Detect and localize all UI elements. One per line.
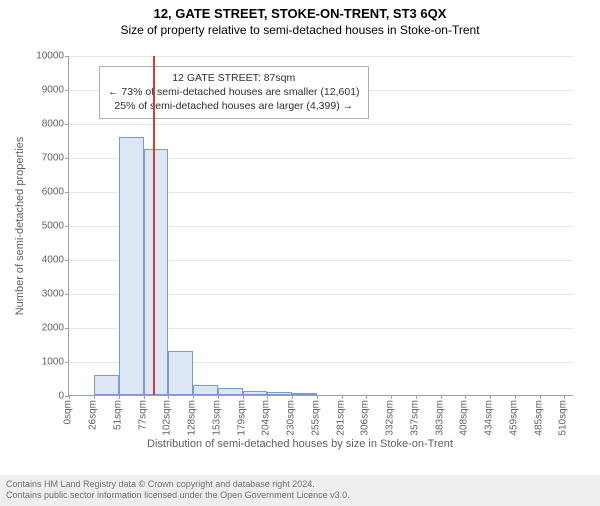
x-tick-label: 459sqm <box>508 400 519 436</box>
x-tick-mark <box>416 395 417 399</box>
y-tick-mark <box>65 362 69 363</box>
x-tick-mark <box>441 395 442 399</box>
x-tick-mark <box>564 395 565 399</box>
x-tick-mark <box>218 395 219 399</box>
annotation-line-1: 12 GATE STREET: 87sqm <box>108 71 360 85</box>
x-tick-mark <box>366 395 367 399</box>
reference-line <box>153 56 155 395</box>
x-tick-label: 434sqm <box>484 400 495 436</box>
y-tick-label: 2000 <box>24 323 64 334</box>
x-tick-label: 510sqm <box>558 400 569 436</box>
y-tick-label: 8000 <box>24 119 64 130</box>
histogram-bar <box>119 137 144 395</box>
annotation-box: 12 GATE STREET: 87sqm ← 73% of semi-deta… <box>99 66 369 119</box>
histogram-bar <box>144 149 168 396</box>
y-tick-mark <box>65 294 69 295</box>
histogram-bar <box>292 393 316 395</box>
x-tick-mark <box>144 395 145 399</box>
histogram-bar <box>218 388 243 395</box>
y-tick-label: 3000 <box>24 289 64 300</box>
x-tick-label: 357sqm <box>409 400 420 436</box>
x-tick-mark <box>490 395 491 399</box>
x-tick-label: 77sqm <box>137 400 148 430</box>
y-tick-mark <box>65 90 69 91</box>
y-tick-label: 9000 <box>24 85 64 96</box>
x-tick-label: 281sqm <box>335 400 346 436</box>
x-tick-label: 306sqm <box>360 400 371 436</box>
x-tick-label: 128sqm <box>187 400 198 436</box>
x-tick-label: 255sqm <box>310 400 321 436</box>
x-tick-mark <box>267 395 268 399</box>
x-tick-label: 383sqm <box>434 400 445 436</box>
histogram-bar <box>168 351 193 395</box>
x-tick-mark <box>243 395 244 399</box>
x-tick-mark <box>193 395 194 399</box>
y-tick-label: 0 <box>24 391 64 402</box>
x-tick-mark <box>69 395 70 399</box>
footer-line-1: Contains HM Land Registry data © Crown c… <box>6 479 594 490</box>
y-tick-mark <box>65 192 69 193</box>
x-tick-label: 230sqm <box>286 400 297 436</box>
x-tick-label: 26sqm <box>88 400 99 430</box>
annotation-line-2: ← 73% of semi-detached houses are smalle… <box>108 85 360 99</box>
chart-container: 12 GATE STREET: 87sqm ← 73% of semi-deta… <box>0 46 600 446</box>
footer: Contains HM Land Registry data © Crown c… <box>0 475 600 506</box>
footer-line-2: Contains public sector information licen… <box>6 490 594 501</box>
x-tick-mark <box>94 395 95 399</box>
x-tick-label: 485sqm <box>534 400 545 436</box>
y-tick-mark <box>65 124 69 125</box>
x-tick-label: 153sqm <box>211 400 222 436</box>
histogram-bar <box>267 392 292 395</box>
y-tick-mark <box>65 158 69 159</box>
y-tick-label: 6000 <box>24 187 64 198</box>
x-tick-label: 204sqm <box>261 400 272 436</box>
y-tick-label: 1000 <box>24 357 64 368</box>
y-tick-mark <box>65 260 69 261</box>
x-tick-label: 332sqm <box>385 400 396 436</box>
x-tick-label: 0sqm <box>63 400 74 424</box>
histogram-bar <box>243 391 267 395</box>
x-tick-mark <box>540 395 541 399</box>
x-tick-label: 51sqm <box>112 400 123 430</box>
y-tick-label: 7000 <box>24 153 64 164</box>
x-tick-mark <box>119 395 120 399</box>
y-tick-label: 4000 <box>24 255 64 266</box>
x-tick-mark <box>515 395 516 399</box>
page-title: 12, GATE STREET, STOKE-ON-TRENT, ST3 6QX <box>0 6 600 21</box>
x-tick-mark <box>292 395 293 399</box>
y-tick-mark <box>65 328 69 329</box>
plot-area: 12 GATE STREET: 87sqm ← 73% of semi-deta… <box>68 56 573 396</box>
x-tick-mark <box>342 395 343 399</box>
y-tick-label: 10000 <box>24 51 64 62</box>
y-tick-mark <box>65 56 69 57</box>
x-tick-label: 179sqm <box>236 400 247 436</box>
page-subtitle: Size of property relative to semi-detach… <box>0 23 600 37</box>
histogram-bar <box>94 375 118 395</box>
y-tick-mark <box>65 226 69 227</box>
x-tick-mark <box>317 395 318 399</box>
x-tick-mark <box>465 395 466 399</box>
x-tick-mark <box>168 395 169 399</box>
annotation-line-3: 25% of semi-detached houses are larger (… <box>108 99 360 113</box>
x-tick-label: 408sqm <box>459 400 470 436</box>
x-tick-mark <box>391 395 392 399</box>
x-tick-label: 102sqm <box>162 400 173 436</box>
gridline <box>69 124 573 125</box>
x-axis-label: Distribution of semi-detached houses by … <box>0 438 600 450</box>
histogram-bar <box>193 385 217 395</box>
gridline <box>69 56 573 57</box>
y-tick-label: 5000 <box>24 221 64 232</box>
